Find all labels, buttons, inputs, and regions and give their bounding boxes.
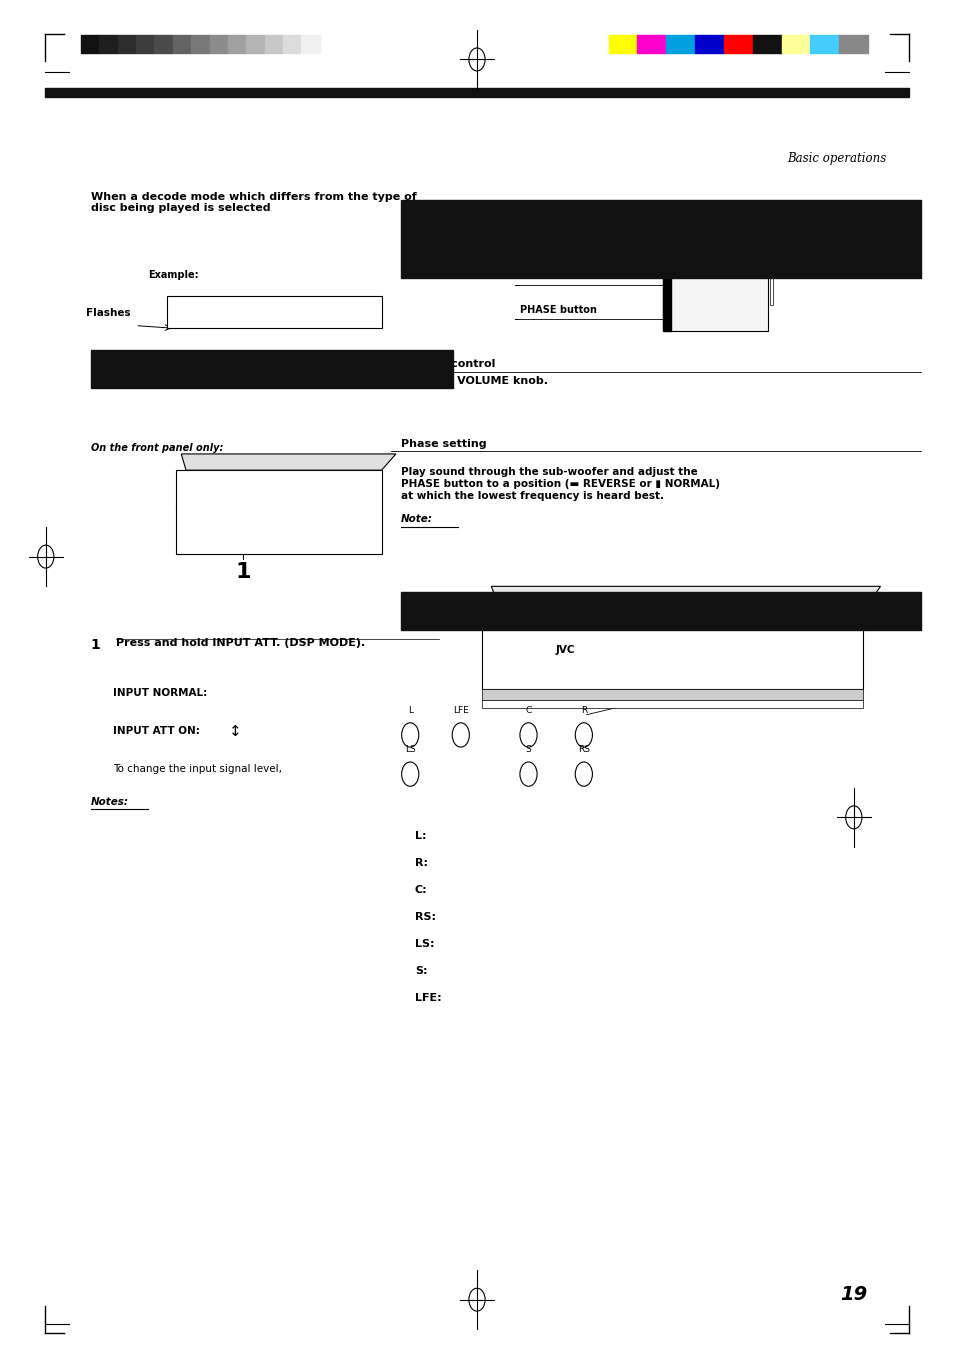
Bar	[637, 35, 665, 53]
Bar	[481, 611, 862, 689]
Bar	[264, 35, 283, 53]
Text: 1: 1	[235, 562, 251, 582]
Text: L:: L:	[415, 831, 426, 840]
Text: LS:: LS:	[415, 939, 434, 948]
Text: Press and hold INPUT ATT. (DSP MODE).: Press and hold INPUT ATT. (DSP MODE).	[116, 638, 365, 647]
Bar	[662, 203, 767, 331]
Bar	[136, 35, 154, 53]
Text: Flashes: Flashes	[86, 308, 131, 319]
Bar	[45, 88, 908, 97]
Bar	[481, 700, 862, 708]
Text: Adjusting the Input Signal Level: Adjusting the Input Signal Level	[100, 362, 340, 376]
Text: Example:: Example:	[148, 270, 198, 280]
Bar	[752, 35, 781, 53]
Bar	[400, 592, 920, 630]
Bar	[167, 296, 381, 328]
Text: JVC: JVC	[556, 644, 575, 655]
Polygon shape	[491, 586, 880, 611]
Bar	[283, 35, 301, 53]
Bar	[481, 689, 862, 700]
Text: INPUT NORMAL:: INPUT NORMAL:	[112, 689, 207, 698]
Bar	[400, 200, 920, 278]
Text: Audio channel display lamp: Audio channel display lamp	[410, 604, 616, 617]
Text: RS:: RS:	[415, 912, 436, 921]
Bar	[769, 228, 772, 305]
Polygon shape	[181, 454, 395, 470]
Text: Basic operations: Basic operations	[786, 151, 885, 165]
Bar	[781, 35, 810, 53]
Text: ↕: ↕	[229, 724, 241, 739]
Text: 1: 1	[91, 638, 100, 651]
Text: Play sound through the sub-woofer and adjust the
PHASE button to a position (▬ R: Play sound through the sub-woofer and ad…	[400, 467, 719, 501]
Text: Turn the VOLUME knob.: Turn the VOLUME knob.	[400, 377, 547, 386]
Bar	[665, 35, 695, 53]
Text: L: L	[407, 705, 413, 715]
Text: C:: C:	[415, 885, 427, 894]
Text: LFE: LFE	[453, 705, 468, 715]
Bar	[81, 35, 99, 53]
Bar	[839, 35, 867, 53]
Text: Volume control: Volume control	[400, 359, 495, 369]
Bar	[301, 35, 319, 53]
Text: Notes:: Notes:	[91, 797, 129, 807]
Bar	[723, 35, 752, 53]
Text: Phase setting: Phase setting	[400, 439, 486, 449]
Bar	[810, 35, 839, 53]
Text: PHASE button: PHASE button	[519, 305, 597, 315]
Bar	[210, 35, 228, 53]
Bar	[608, 35, 637, 53]
Text: Note:: Note:	[400, 515, 432, 524]
Text: Mark: Mark	[519, 272, 547, 281]
Text: R:: R:	[415, 858, 428, 867]
Text: R: R	[580, 705, 586, 715]
Text: INPUT ATT ON:: INPUT ATT ON:	[112, 727, 199, 736]
Text: C: C	[525, 705, 531, 715]
Text: RS: RS	[578, 744, 589, 754]
Bar	[191, 35, 210, 53]
Text: On the front panel only:: On the front panel only:	[91, 443, 223, 453]
Text: S: S	[525, 744, 531, 754]
Bar	[172, 35, 191, 53]
Bar	[99, 35, 117, 53]
Bar	[91, 350, 453, 388]
Text: S:: S:	[415, 966, 427, 975]
Text: Sub-woofer volume control and
phase setting: Sub-woofer volume control and phase sett…	[412, 224, 658, 254]
Text: ✦: ✦	[171, 320, 176, 326]
Bar	[154, 35, 172, 53]
Text: VOLUME knob: VOLUME knob	[519, 250, 596, 259]
Text: To change the input signal level,: To change the input signal level,	[112, 765, 281, 774]
Bar	[176, 470, 381, 554]
Bar	[117, 35, 136, 53]
Text: LFE:: LFE:	[415, 993, 441, 1002]
Text: LS: LS	[404, 744, 416, 754]
Bar	[662, 203, 670, 331]
Bar	[228, 35, 246, 53]
Bar	[695, 35, 723, 53]
Bar	[246, 35, 264, 53]
Text: D   U   D: D U D	[240, 305, 308, 319]
Text: When a decode mode which differs from the type of
disc being played is selected: When a decode mode which differs from th…	[91, 192, 416, 213]
Text: 19: 19	[840, 1285, 866, 1304]
